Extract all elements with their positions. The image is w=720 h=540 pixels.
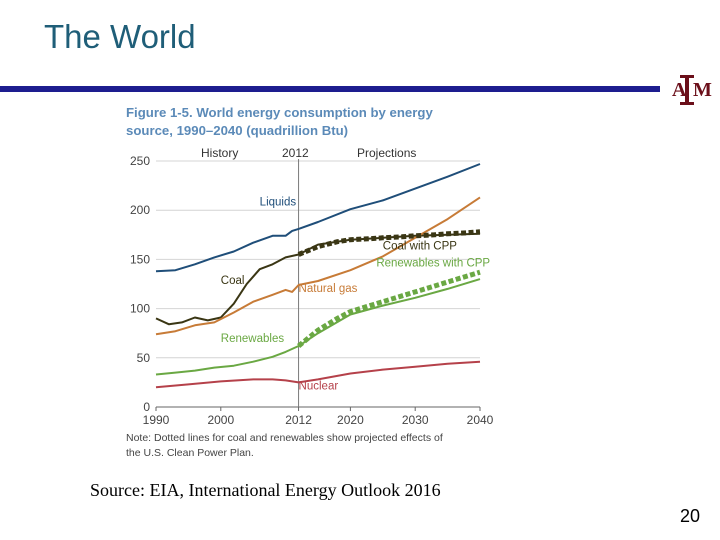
- series-line-renewables: [155, 278, 481, 376]
- x-tick-label: 2040: [467, 413, 494, 427]
- y-tick-label: 0: [143, 400, 150, 414]
- series-label-natural-gas: Natural gas: [299, 283, 358, 295]
- title-divider: [0, 86, 660, 92]
- y-tick-label: 100: [130, 302, 150, 316]
- series-label-nuclear: Nuclear: [299, 380, 339, 392]
- y-tick-label: 250: [130, 154, 150, 168]
- series-label-renewables: Renewables: [221, 333, 285, 345]
- x-tick-label: 2030: [402, 413, 429, 427]
- university-logo: A M: [672, 72, 712, 108]
- page-title: The World: [44, 18, 196, 55]
- chart-title-line-2: source, 1990–2040 (quadrillion Btu): [126, 123, 348, 138]
- projections-label: Projections: [357, 146, 416, 160]
- series-label-coal-with-cpp: Coal with CPP: [383, 241, 457, 253]
- series-label-renewables-with-cpp: Renewables with CPP: [376, 257, 490, 269]
- series-line-liquids: [155, 163, 481, 273]
- y-tick-label: 200: [130, 203, 150, 217]
- series-label-coal: Coal: [221, 275, 245, 287]
- chart-title-line-1: Figure 1-5. World energy consumption by …: [126, 105, 433, 120]
- chart-note-line-2: the U.S. Clean Power Plan.: [126, 447, 254, 459]
- series-line-renewables-with-cpp: [297, 269, 481, 348]
- energy-consumption-chart: Figure 1-5. World energy consumption by …: [126, 105, 494, 459]
- history-label: History: [201, 146, 238, 160]
- series-line-nuclear: [155, 360, 481, 389]
- series-line-natural-gas: [155, 196, 481, 336]
- svg-text:A: A: [672, 79, 687, 101]
- divider-year-label: 2012: [282, 146, 309, 160]
- source-citation: Source: EIA, International Energy Outloo…: [90, 480, 441, 500]
- x-tick-label: 2000: [207, 413, 234, 427]
- series-line-coal-with-cpp: [297, 229, 481, 257]
- x-tick-label: 2012: [285, 413, 312, 427]
- x-tick-label: 2020: [337, 413, 364, 427]
- y-tick-label: 150: [130, 252, 150, 266]
- series-label-liquids: Liquids: [260, 196, 297, 208]
- svg-text:M: M: [693, 79, 712, 101]
- page-number: 20: [679, 506, 700, 526]
- y-tick-label: 50: [137, 351, 151, 365]
- chart-note-line-1: Note: Dotted lines for coal and renewabl…: [126, 432, 443, 444]
- x-tick-label: 1990: [143, 413, 170, 427]
